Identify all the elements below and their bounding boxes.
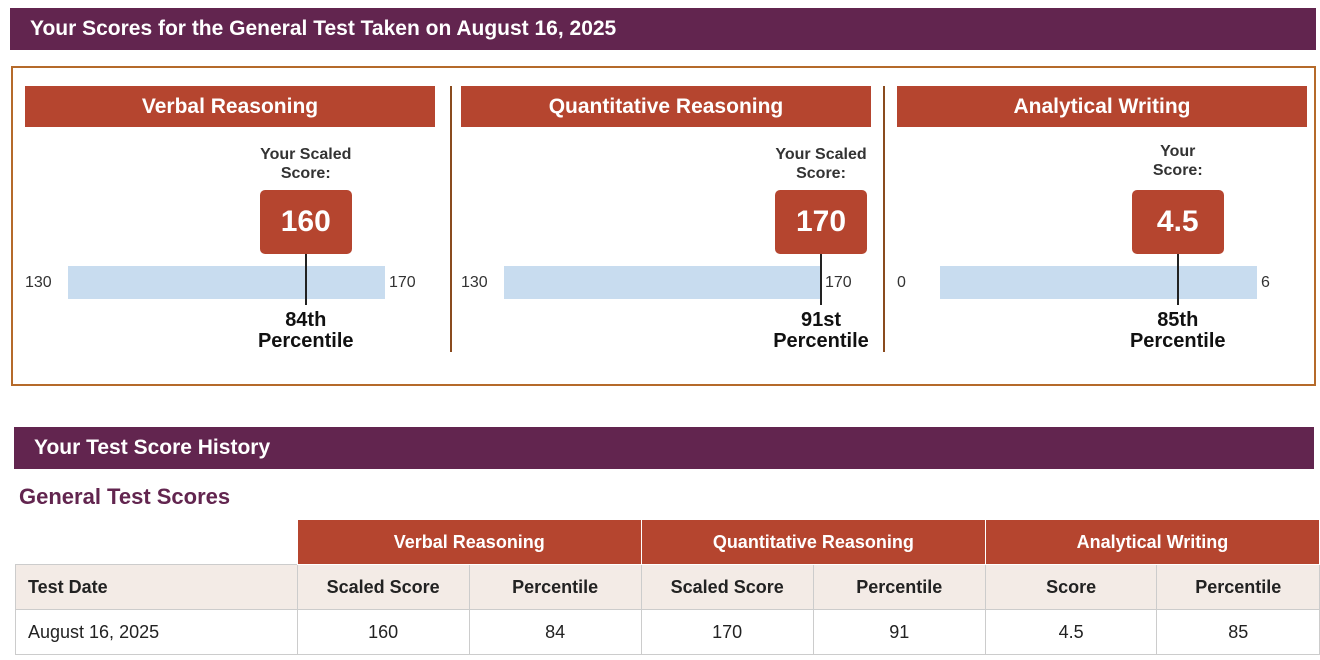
cell: 4.5: [984, 609, 1158, 655]
divider: [883, 86, 885, 352]
percentile: 84th Percentile: [236, 310, 376, 352]
score-marker: [304, 254, 307, 305]
percentile-value: 91st: [800, 309, 842, 331]
scale-max: 170: [389, 274, 416, 291]
scale-max: 170: [825, 274, 852, 291]
score-label: Your Score:: [1152, 143, 1203, 179]
score-value: 170: [775, 190, 867, 254]
column-header: Scaled Score: [296, 564, 470, 610]
percentile-label: Percentile: [257, 330, 354, 352]
column-header: Percentile: [468, 564, 642, 610]
column-header: Score: [984, 564, 1158, 610]
scale-min: 130: [461, 274, 488, 291]
score-label: Your Scaled Score:: [775, 146, 867, 182]
score-value: 160: [259, 190, 352, 254]
cell: 85: [1156, 609, 1320, 655]
score-panel: Quantitative Reasoning 130 170 Your Scaled …: [461, 86, 871, 356]
score-value: 4.5: [1131, 190, 1224, 254]
cell: August 16, 2025: [15, 609, 298, 655]
column-header: Scaled Score: [640, 564, 814, 610]
percentile-value: 85th: [1157, 309, 1199, 331]
percentile-label: Percentile: [773, 330, 869, 352]
column-header: Percentile: [812, 564, 986, 610]
history-subtitle: General Test Scores: [19, 484, 231, 509]
percentile: 91st Percentile: [751, 310, 891, 352]
percentile: 85th Percentile: [1108, 310, 1248, 352]
score-marker: [820, 254, 822, 305]
score-label: Your Scaled Score:: [260, 146, 352, 182]
column-header: Test Date: [15, 564, 298, 610]
scale-min: 130: [25, 274, 52, 291]
percentile-value: 84th: [285, 309, 327, 331]
score-marker: [1176, 254, 1179, 305]
scale-max: 6: [1261, 274, 1270, 291]
cell: 84: [468, 609, 642, 655]
group-row: Verbal Reasoning Quantitative Reasoning An…: [16, 519, 1320, 565]
data-row: August 16, 2025 160 84 170 91 4.5 85: [15, 609, 1320, 655]
section-title: Analytical Writing: [897, 86, 1307, 127]
cell: 160: [296, 609, 470, 655]
empty-cell: [16, 520, 298, 565]
score-panel: Verbal Reasoning 130 170 Your Scaled Score:…: [25, 86, 435, 356]
column-row: Test Date Scaled Score Percentile Scaled Sc…: [15, 564, 1320, 610]
divider: [450, 86, 452, 352]
scale-bar: [940, 266, 1257, 299]
history-title: Your Test Score History: [14, 427, 1314, 469]
group-header: Analytical Writing: [984, 519, 1320, 565]
column-header: Percentile: [1156, 564, 1320, 610]
group-header: Quantitative Reasoning: [640, 519, 986, 565]
score-panel: Analytical Writing 0 6 Your Score: 4.5 85th Pe…: [897, 86, 1307, 356]
scale-min: 0: [897, 274, 906, 291]
section-title: Verbal Reasoning: [25, 86, 435, 127]
cell: 91: [812, 609, 986, 655]
section-title: Quantitative Reasoning: [461, 86, 871, 127]
scores-box: [11, 66, 1316, 386]
score-table: Verbal Reasoning Quantitative Reasoning An…: [15, 519, 1320, 655]
group-header: Verbal Reasoning: [296, 519, 642, 565]
scale-bar: [68, 266, 385, 299]
percentile-label: Percentile: [1129, 330, 1226, 352]
page-title: Your Scores for the General Test Taken o…: [10, 8, 1316, 50]
cell: 170: [640, 609, 814, 655]
scale-bar: [504, 266, 821, 299]
